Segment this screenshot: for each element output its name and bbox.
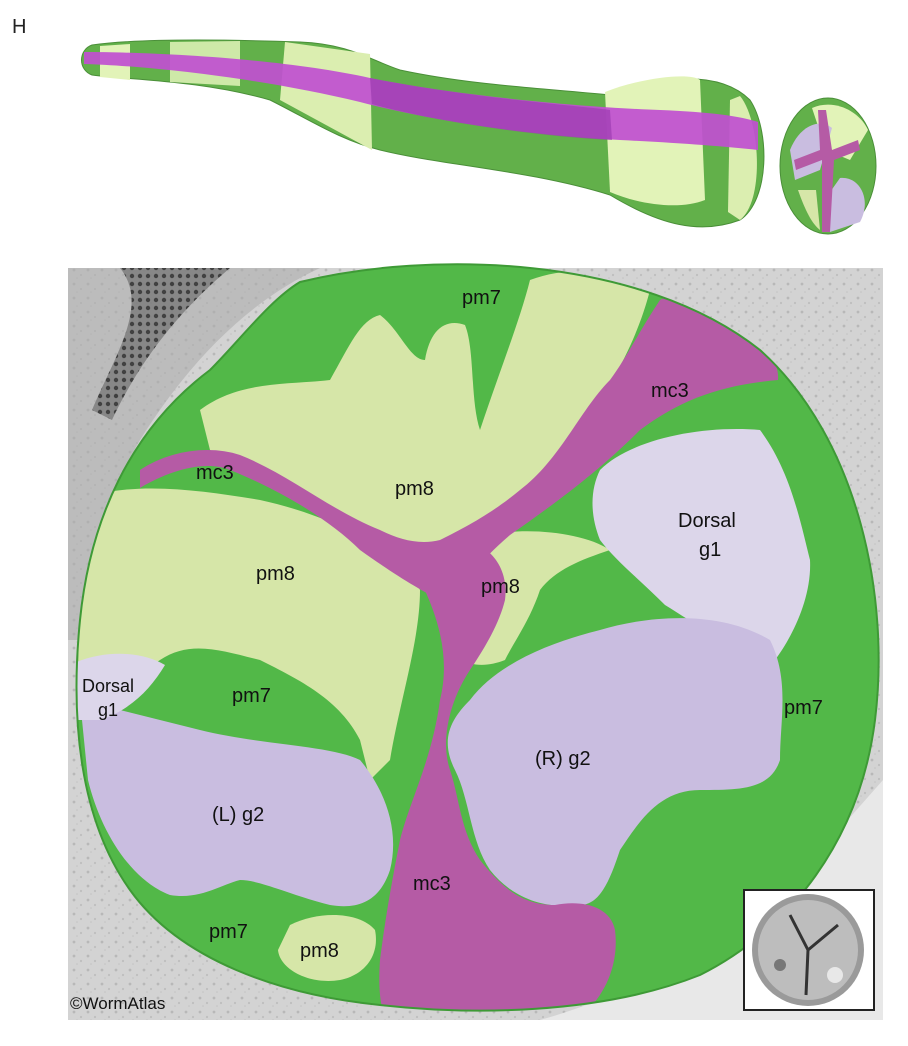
label-r-g2: (R) g2 — [535, 748, 591, 770]
label-dorsal-g1-right-line1: Dorsal — [678, 510, 736, 532]
cell-segmentation — [76, 264, 879, 1011]
label-mc3-bottom: mc3 — [413, 873, 451, 895]
em-inset-thumbnail — [743, 889, 875, 1011]
label-dorsal-g1-left-line2: g1 — [98, 700, 118, 720]
pm8-bottom-region — [278, 914, 376, 981]
label-mc3-upper-left: mc3 — [196, 462, 234, 484]
dorsal-g1-right-region — [592, 429, 811, 660]
pharynx-3d-model — [81, 39, 765, 228]
label-dorsal-g1-left-line1: Dorsal — [82, 676, 134, 696]
r-g2-region — [447, 618, 783, 906]
pharynx-dark-lumen — [370, 78, 612, 140]
label-pm7-bottom: pm7 — [209, 921, 248, 943]
label-pm8-center: pm8 — [481, 576, 520, 598]
label-pm7-right: pm7 — [784, 697, 823, 719]
label-pm8-bottom: pm8 — [300, 940, 339, 962]
label-pm8-left: pm8 — [256, 563, 295, 585]
label-mc3-upper-right: mc3 — [651, 380, 689, 402]
dorsal-g1-left-region — [76, 653, 165, 720]
pharynx-section-outline — [75, 263, 880, 1012]
pm8-left-region — [78, 488, 420, 780]
label-pm7-left: pm7 — [232, 685, 271, 707]
panel-letter: H — [12, 16, 27, 38]
pharynx-cross-section-thumbnail — [779, 97, 877, 235]
mc3-region — [140, 296, 779, 1011]
l-g2-region — [80, 700, 394, 907]
em-membrane-dots — [92, 268, 230, 420]
label-pm7-top: pm7 — [462, 287, 501, 309]
label-pm8-top: pm8 — [395, 478, 434, 500]
copyright-notice: ©WormAtlas — [70, 994, 166, 1013]
label-dorsal-g1-right-line2: g1 — [699, 539, 721, 561]
label-l-g2: (L) g2 — [212, 804, 264, 826]
region-labels: pm7 mc3 mc3 pm8 Dorsal g1 pm8 pm8 Dorsal… — [82, 287, 823, 962]
